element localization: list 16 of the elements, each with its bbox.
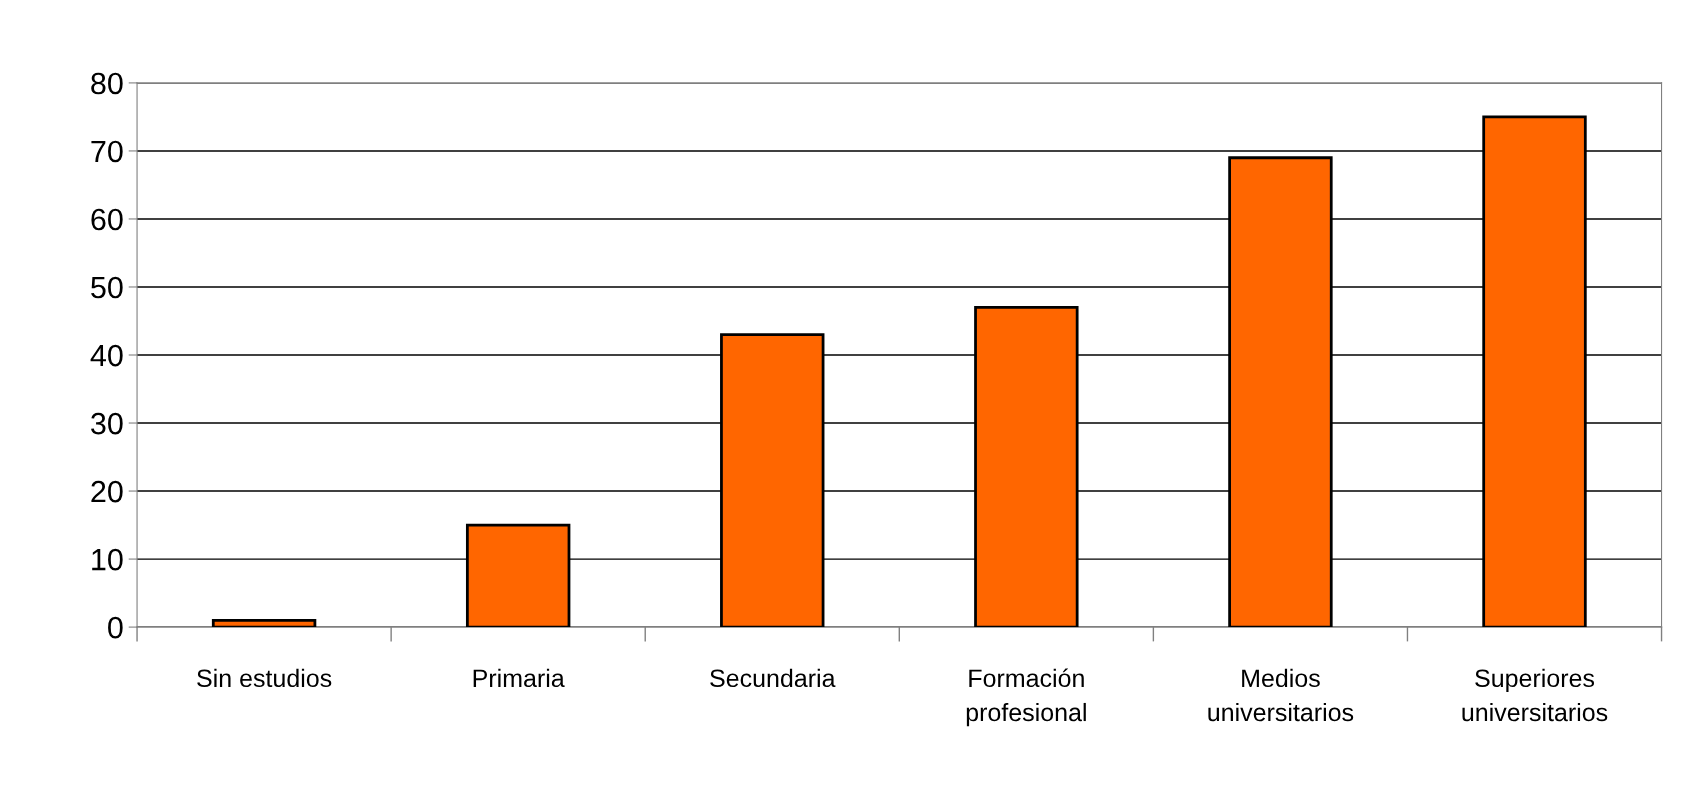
bar <box>211 618 317 628</box>
y-tick-label: 10 <box>92 548 123 571</box>
x-tick-label: Medios universitarios <box>1208 668 1354 722</box>
x-tick-label: Sin estudios <box>197 668 332 688</box>
y-tick-label: 80 <box>91 72 123 95</box>
y-tick-label: 40 <box>90 344 123 367</box>
y-tick-label: 20 <box>91 480 123 503</box>
x-tick-label: Formación profesional <box>966 668 1086 727</box>
x-tick-label: Superiores universitarios <box>1462 668 1608 722</box>
y-tick-label: 0 <box>108 616 123 639</box>
y-tick-label: 70 <box>91 140 123 163</box>
y-tick-label: 30 <box>91 412 123 435</box>
x-tick-label: Primaria <box>473 668 565 688</box>
y-tick-label: 50 <box>91 276 123 299</box>
y-tick-label: 60 <box>91 208 123 231</box>
x-tick-label: Secundaria <box>710 668 836 688</box>
